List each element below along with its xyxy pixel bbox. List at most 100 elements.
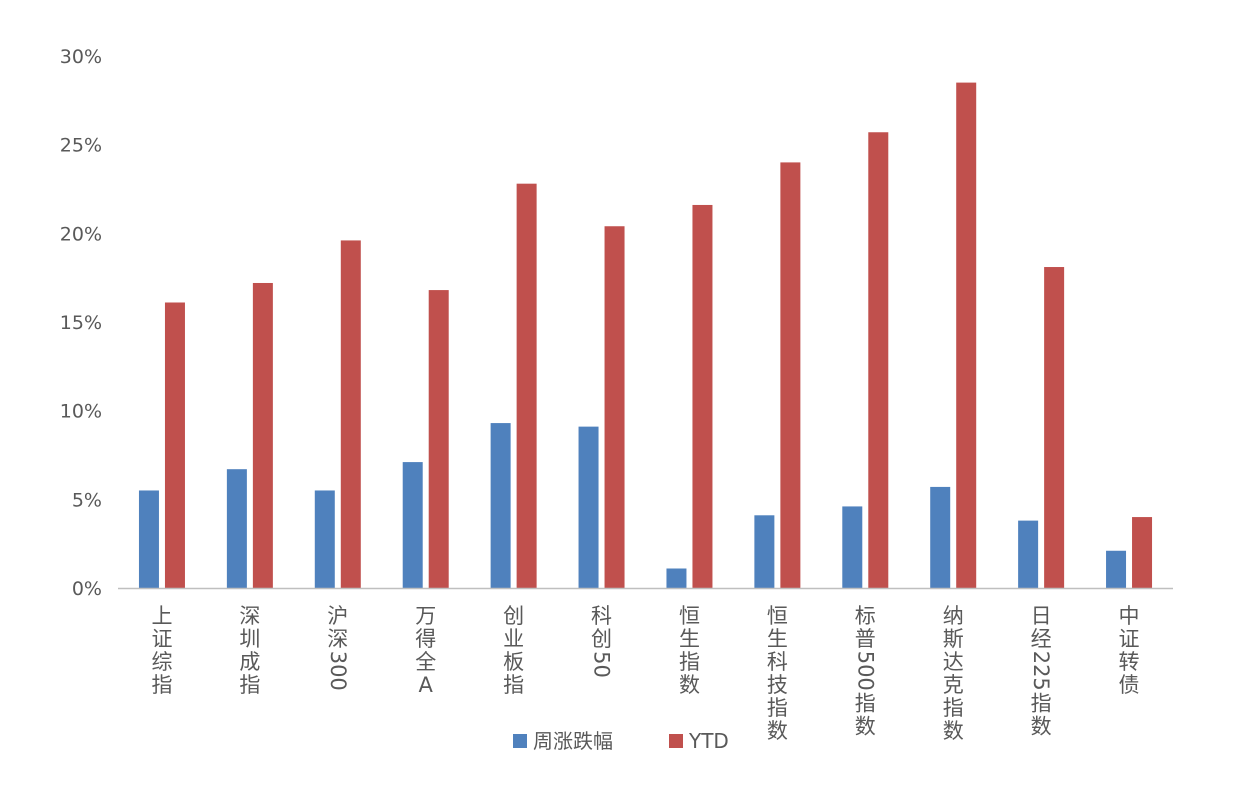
x-tick-char: 全 — [415, 650, 436, 674]
x-tick-char: 证 — [151, 627, 172, 651]
bar-ytd-4 — [516, 183, 537, 588]
x-tick-char: 指 — [943, 696, 964, 720]
bar-ytd-8 — [868, 132, 889, 588]
x-tick-char: 数 — [943, 719, 964, 743]
y-tick-label: 20% — [60, 223, 102, 245]
y-tick-label: 25% — [60, 135, 102, 157]
y-tick-label: 0% — [72, 578, 102, 600]
x-tick-char: 经 — [1031, 627, 1052, 651]
y-tick-label: 10% — [60, 401, 102, 423]
x-tick-char: 证 — [1119, 627, 1140, 651]
bar-ytd-3 — [428, 290, 449, 588]
x-tick-char: 指 — [151, 673, 172, 697]
x-tick-char: 恒 — [679, 604, 700, 628]
x-axis-category-labels: 上证综指深圳成指沪深300万得全A创业板指科创50恒生指数恒生科技指数标普500… — [151, 604, 1139, 743]
bar-weekly-6 — [666, 568, 687, 588]
bar-ytd-0 — [164, 302, 185, 588]
x-tick-digits: 300 — [326, 651, 350, 691]
bar-ytd-9 — [956, 82, 977, 588]
bar-ytd-2 — [340, 240, 361, 588]
bar-weekly-8 — [842, 506, 863, 588]
legend-label-0: 周涨跌幅 — [533, 729, 613, 753]
y-axis-ticks: 0% 5% 10% 15% 20% 25% 30% — [60, 46, 102, 600]
x-tick-char: 恒 — [767, 604, 788, 628]
bars — [138, 82, 1153, 589]
bar-ytd-5 — [604, 226, 625, 589]
x-tick-char: 成 — [239, 650, 260, 674]
x-tick-char: 业 — [503, 627, 524, 651]
bar-weekly-4 — [490, 423, 511, 588]
x-tick-char: 指 — [767, 696, 788, 720]
y-tick-label: 15% — [60, 312, 102, 334]
x-tick-char: 沪 — [327, 604, 348, 628]
x-tick-char: 数 — [1031, 715, 1052, 739]
x-tick-char: 指 — [503, 673, 524, 697]
x-tick-char: 技 — [767, 673, 788, 697]
bar-weekly-9 — [930, 486, 951, 588]
x-tick-digits: 50 — [590, 651, 614, 678]
x-tick-char: 板 — [503, 650, 524, 674]
x-tick-char: 债 — [1119, 673, 1140, 697]
legend-label-1: YTD — [688, 729, 729, 753]
legend-swatch-0 — [513, 734, 527, 748]
bar-weekly-2 — [314, 490, 335, 588]
bar-weekly-3 — [402, 462, 423, 588]
x-tick-char: 科 — [767, 650, 788, 674]
x-tick-char: 斯 — [943, 627, 964, 651]
x-tick-char: 指 — [239, 673, 260, 697]
legend: 周涨跌幅 YTD — [513, 729, 729, 753]
x-tick-char: 创 — [503, 604, 524, 628]
bar-ytd-6 — [692, 204, 713, 588]
x-tick-char: 生 — [767, 627, 788, 651]
x-tick-char: 创 — [591, 627, 612, 651]
bar-ytd-11 — [1132, 517, 1153, 588]
y-tick-label: 5% — [72, 489, 102, 511]
x-tick-char: 中 — [1119, 604, 1140, 628]
x-tick-char: 日 — [1031, 604, 1052, 628]
bar-weekly-0 — [138, 490, 159, 588]
x-tick-char: 圳 — [239, 627, 260, 651]
bar-weekly-5 — [578, 426, 599, 588]
x-tick-char: 得 — [415, 627, 436, 651]
bar-ytd-10 — [1044, 267, 1065, 588]
x-tick-char: 指 — [679, 650, 700, 674]
x-tick-char: 万 — [415, 604, 436, 628]
x-tick-char: 达 — [943, 650, 964, 674]
bar-ytd-7 — [780, 162, 801, 588]
x-tick-char: 科 — [591, 604, 612, 628]
x-tick-char: 综 — [151, 650, 172, 674]
x-tick-digits: 500 — [853, 651, 877, 691]
x-tick-char: 普 — [855, 627, 876, 651]
x-tick-char: A — [419, 673, 434, 697]
bar-ytd-1 — [252, 282, 273, 588]
x-tick-char: 数 — [767, 719, 788, 743]
bar-weekly-1 — [226, 469, 247, 588]
x-tick-char: 指 — [1031, 692, 1052, 716]
x-tick-char: 数 — [679, 673, 700, 697]
y-tick-label: 30% — [60, 46, 102, 68]
x-tick-char: 深 — [239, 604, 260, 628]
bar-weekly-11 — [1106, 550, 1127, 588]
x-tick-char: 数 — [855, 715, 876, 739]
x-tick-char: 深 — [327, 627, 348, 651]
x-tick-char: 纳 — [943, 604, 964, 628]
x-tick-char: 指 — [855, 692, 876, 716]
x-tick-digits: 225 — [1029, 651, 1053, 691]
bar-weekly-10 — [1018, 520, 1039, 588]
x-tick-char: 上 — [151, 604, 172, 628]
x-tick-char: 克 — [943, 673, 964, 697]
bar-weekly-7 — [754, 515, 775, 588]
